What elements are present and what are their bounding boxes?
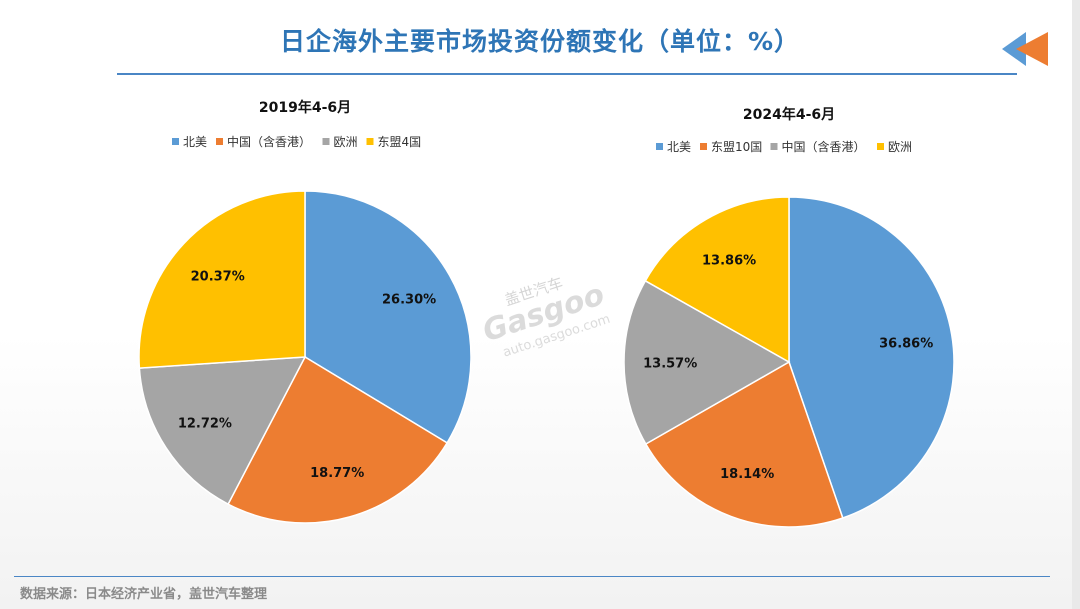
data-source: 数据来源：日本经济产业省，盖世汽车整理 [20,587,268,602]
gasgoo-watermark: 盖世汽车 Gasgoo auto.gasgoo.com [479,274,613,360]
pie-slice [227,355,449,524]
legend-label: 中国（含香港） [782,139,866,154]
legend-swatch [700,143,707,150]
legend-label: 东盟10国 [711,140,762,154]
page-title: 日企海外主要市场投资份额变化（单位：%） [279,27,801,56]
pie-slice [138,190,306,369]
data-label: 26.30% [382,292,436,307]
legend-swatch [366,138,374,145]
data-label: 18.77% [310,466,364,481]
legend-swatch [656,143,663,150]
corner-arrow-icon [1002,32,1048,66]
arrow-blue-shape [1002,32,1026,66]
data-label: 13.57% [643,356,697,371]
pie-slice [644,360,844,528]
legend-swatch [877,143,884,150]
data-label: 20.37% [191,269,245,284]
slide-edge [1072,0,1080,609]
legend-label: 欧洲 [888,140,912,154]
pie-slice [644,196,790,364]
legend-swatch [322,138,330,145]
data-label: 13.86% [702,253,756,268]
legend-label: 北美 [667,140,691,154]
legend-label: 东盟4国 [378,135,422,149]
title-underline [117,73,1017,75]
pie-slice [304,190,472,444]
pie-slice [623,279,791,446]
chart-title: 2019年4-6月 [259,99,351,116]
legend-swatch [770,143,778,150]
pie-slice [138,356,307,506]
legend-label: 欧洲 [334,135,358,149]
legend-swatch [216,138,223,145]
data-label: 18.14% [720,467,774,482]
footer-rule [14,576,1050,577]
arrow-orange-shape [1016,32,1048,66]
data-label: 36.86% [879,336,933,351]
chart-title: 2024年4-6月 [743,106,835,123]
pie-slice [788,196,955,519]
legend-swatch [172,138,179,145]
legend-label: 中国（含香港） [227,134,311,149]
data-label: 12.72% [178,416,232,431]
legend-label: 北美 [183,135,207,149]
